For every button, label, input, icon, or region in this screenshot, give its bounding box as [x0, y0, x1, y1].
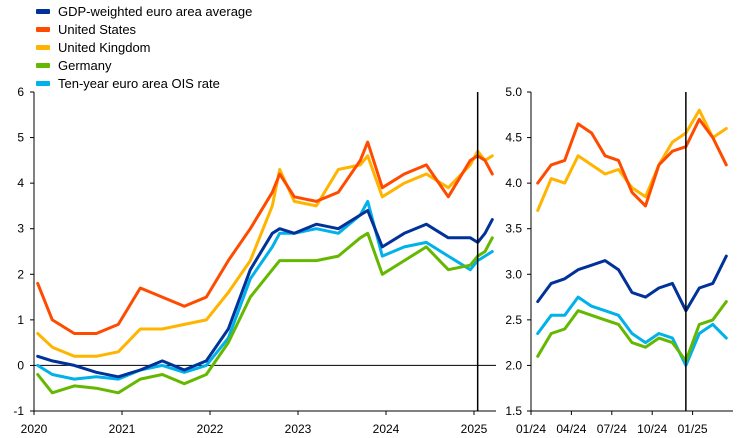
y-tick-label: 0 [17, 358, 24, 372]
y-tick-label: 3.0 [505, 267, 522, 281]
legend-label: Germany [58, 57, 112, 73]
series-line [36, 231, 494, 395]
y-tick-label: 1 [17, 313, 24, 327]
y-tick-label: 6 [17, 85, 24, 99]
y-tick-label: 4 [17, 176, 24, 190]
y-tick-label: -1 [13, 404, 24, 418]
legend-swatch [36, 80, 50, 86]
y-tick-label: 3 [17, 222, 24, 236]
x-tick-label: 10/24 [637, 422, 667, 436]
legend-item: United States [36, 20, 252, 38]
legend-label: GDP-weighted euro area average [58, 3, 253, 19]
x-tick-label: 2022 [197, 422, 224, 436]
series-line [36, 209, 494, 379]
series-line [536, 254, 728, 313]
legend-label: Ten-year euro area OIS rate [58, 75, 220, 91]
x-tick-label: 01/24 [516, 422, 546, 436]
x-tick-label: 2023 [285, 422, 312, 436]
y-tick-label: 4.5 [505, 131, 522, 145]
y-tick-label: 2 [17, 267, 24, 281]
x-tick-label: 2024 [373, 422, 400, 436]
y-tick-label: 2.0 [505, 358, 522, 372]
x-tick-label: 2025 [461, 422, 488, 436]
series-line [536, 295, 728, 367]
y-tick-label: 5 [17, 131, 24, 145]
x-tick-label: 2021 [109, 422, 136, 436]
legend-swatch [36, 44, 50, 50]
legend-swatch [36, 62, 50, 68]
legend-swatch [36, 8, 50, 14]
series-line [36, 140, 494, 335]
series-line [36, 149, 494, 358]
legend-item: United Kingdom [36, 38, 252, 56]
legend-label: United States [58, 21, 137, 37]
legend-swatch [36, 26, 50, 32]
x-tick-label: 07/24 [597, 422, 627, 436]
y-tick-label: 5.0 [505, 85, 522, 99]
series-line [536, 300, 728, 363]
series-line [536, 108, 728, 212]
legend: GDP-weighted euro area average United St… [36, 2, 252, 92]
legend-label: United Kingdom [58, 39, 151, 55]
x-tick-label: 01/25 [678, 422, 708, 436]
legend-item: Ten-year euro area OIS rate [36, 74, 252, 92]
legend-item: Germany [36, 56, 252, 74]
y-tick-label: 1.5 [505, 404, 522, 418]
legend-item: GDP-weighted euro area average [36, 2, 252, 20]
y-tick-label: 3.5 [505, 222, 522, 236]
series-line [36, 199, 494, 381]
series-line [536, 117, 728, 208]
x-tick-label: 04/24 [556, 422, 586, 436]
y-tick-label: 4.0 [505, 176, 522, 190]
y-tick-label: 2.5 [505, 313, 522, 327]
x-tick-label: 2020 [21, 422, 48, 436]
